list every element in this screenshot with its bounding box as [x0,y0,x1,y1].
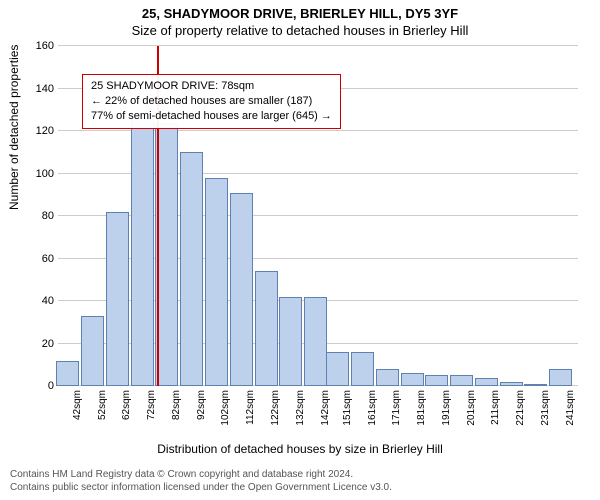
histogram-bar [81,316,104,386]
gridline [58,45,578,46]
annotation-line1: 25 SHADYMOOR DRIVE: 78sqm [91,79,332,94]
y-tick: 40 [28,295,54,307]
histogram-bar [500,382,523,386]
histogram-bar [351,352,374,386]
histogram-bar [524,384,547,386]
y-tick: 60 [28,253,54,265]
x-tick: 211sqm [490,390,501,430]
x-axis-label: Distribution of detached houses by size … [0,442,600,456]
x-tick: 102sqm [220,390,231,430]
y-tick: 160 [28,40,54,52]
histogram-bar [131,118,154,386]
x-tick: 161sqm [367,390,378,430]
footer-line1: Contains HM Land Registry data © Crown c… [10,468,590,481]
histogram-bar [475,378,498,387]
x-tick: 72sqm [146,390,157,430]
histogram-bar [549,369,572,386]
x-tick: 132sqm [295,390,306,430]
chart-container: 020406080100120140160 25 SHADYMOOR DRIVE… [58,46,578,426]
histogram-bar [304,297,327,386]
x-tick: 62sqm [121,390,132,430]
annotation-line3: 77% of semi-detached houses are larger (… [91,109,332,124]
histogram-bar [230,193,253,386]
x-tick: 171sqm [391,390,402,430]
y-tick: 140 [28,83,54,95]
y-tick: 120 [28,125,54,137]
footer: Contains HM Land Registry data © Crown c… [10,468,590,494]
x-tick: 142sqm [320,390,331,430]
histogram-bar [56,361,79,387]
footer-line2: Contains public sector information licen… [10,481,590,494]
y-axis-label: Number of detached properties [7,45,21,210]
x-tick: 151sqm [342,390,353,430]
y-tick: 20 [28,338,54,350]
histogram-bar [326,352,349,386]
histogram-bar [106,212,129,386]
x-tick: 181sqm [416,390,427,430]
x-tick: 112sqm [245,390,256,430]
x-tick: 42sqm [72,390,83,430]
x-tick: 92sqm [196,390,207,430]
y-tick: 0 [28,380,54,392]
histogram-bar [279,297,302,386]
y-tick: 100 [28,168,54,180]
x-tick: 221sqm [515,390,526,430]
histogram-bar [401,373,424,386]
x-tick: 231sqm [540,390,551,430]
histogram-bar [205,178,228,386]
x-tick: 191sqm [441,390,452,430]
page-subtitle: Size of property relative to detached ho… [0,21,600,42]
x-tick: 52sqm [97,390,108,430]
x-tick: 122sqm [270,390,281,430]
y-tick: 80 [28,210,54,222]
page-title: 25, SHADYMOOR DRIVE, BRIERLEY HILL, DY5 … [0,0,600,21]
histogram-bar [425,375,448,386]
histogram-bar [180,152,203,386]
histogram-bar [450,375,473,386]
x-tick: 201sqm [466,390,477,430]
histogram-bar [376,369,399,386]
annotation-line2: ← 22% of detached houses are smaller (18… [91,94,332,109]
x-tick: 241sqm [565,390,576,430]
histogram-bar [255,271,278,386]
annotation-box: 25 SHADYMOOR DRIVE: 78sqm ← 22% of detac… [82,74,341,129]
x-tick: 82sqm [171,390,182,430]
